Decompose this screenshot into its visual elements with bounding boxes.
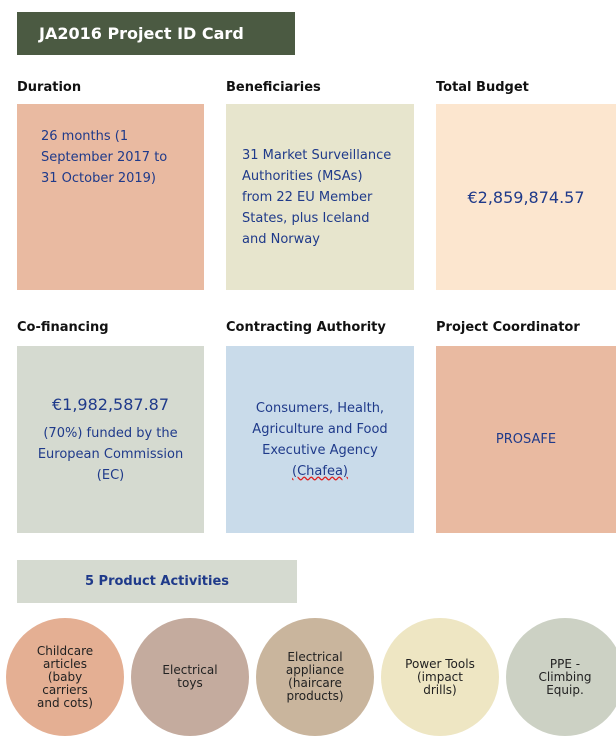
- heading: Project Coordinator: [436, 320, 580, 335]
- card: Consumers, Health, Agriculture and Food …: [226, 346, 414, 533]
- heading: Total Budget: [436, 80, 529, 95]
- activity: Power Tools (impact drills): [381, 618, 499, 736]
- card: €2,859,874.57: [436, 104, 616, 290]
- card-text: €2,859,874.57: [467, 187, 585, 207]
- activity: Electrical appliance (haircare products): [256, 618, 374, 736]
- heading: Contracting Authority: [226, 320, 386, 335]
- card-text: 31 Market Surveillance Authorities (MSAs…: [242, 147, 392, 247]
- heading: Beneficiaries: [226, 80, 321, 95]
- activities-title: 5 Product Activities: [17, 560, 297, 603]
- card: €1,982,587.87 (70%) funded by the Europe…: [17, 346, 204, 533]
- card-text: Consumers, Health, Agriculture and Food …: [252, 398, 388, 482]
- heading: Co-financing: [17, 320, 109, 335]
- card-text: Consumers, Health, Agriculture and Food …: [252, 400, 388, 458]
- activity: PPE - Climbing Equip.: [506, 618, 616, 736]
- activity: Childcare articles (baby carriers and co…: [6, 618, 124, 736]
- card-text: PROSAFE: [495, 432, 557, 447]
- card-highlight: (Chafea): [292, 463, 348, 479]
- card-amount: €1,982,587.87: [51, 394, 170, 414]
- card: 31 Market Surveillance Authorities (MSAs…: [226, 104, 414, 290]
- card-text: 26 months (1 September 2017 to 31 Octobe…: [41, 129, 168, 186]
- card-text: (70%) funded by the European Commission …: [37, 425, 184, 483]
- card: 26 months (1 September 2017 to 31 Octobe…: [17, 104, 204, 290]
- heading: Duration: [17, 80, 82, 95]
- activity: Electrical toys: [131, 618, 249, 736]
- title: JA2016 Project ID Card: [17, 12, 295, 55]
- card: PROSAFE: [436, 346, 616, 533]
